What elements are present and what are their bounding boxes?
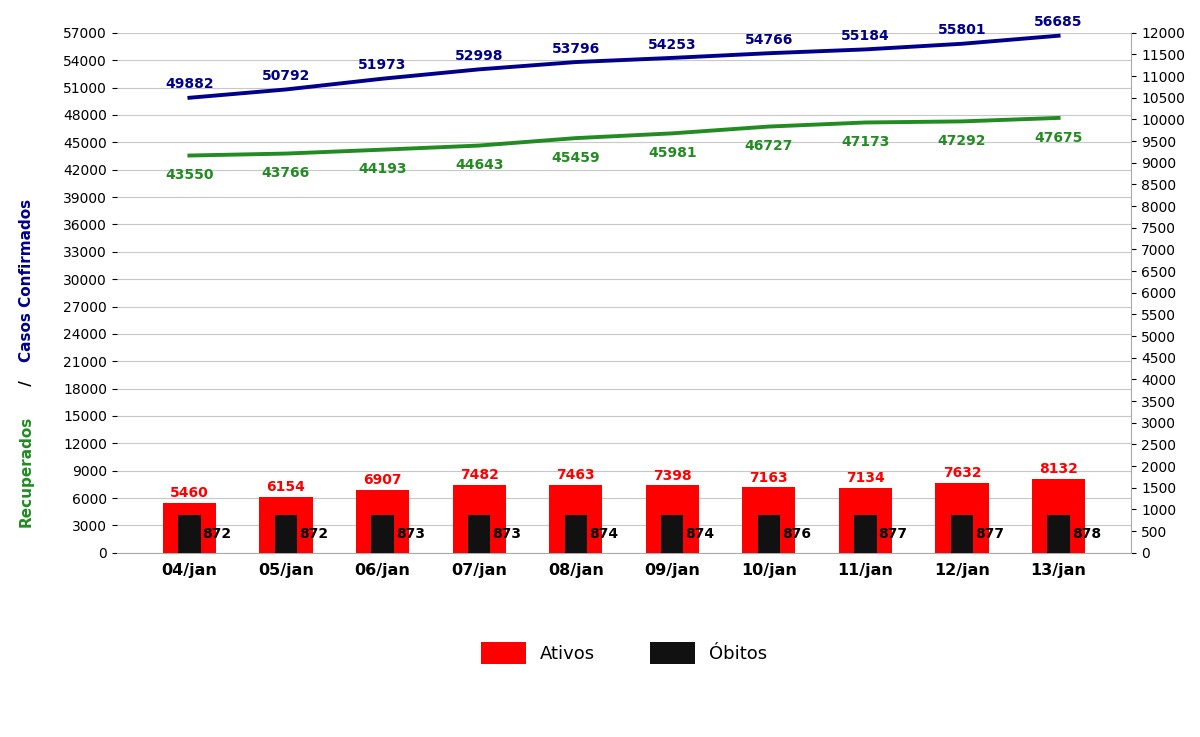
Bar (1032, 478, 1085, 553)
Text: 47675: 47675 (1034, 130, 1082, 144)
Text: 878: 878 (1072, 527, 1100, 541)
Text: 873: 873 (396, 527, 425, 541)
Text: 47173: 47173 (841, 136, 889, 150)
Bar (757, 515, 780, 553)
Bar (854, 515, 877, 553)
Text: 7463: 7463 (557, 468, 595, 482)
Text: 873: 873 (492, 527, 521, 541)
Text: 8132: 8132 (1039, 462, 1078, 476)
Text: Recuperados: Recuperados (19, 416, 34, 527)
Bar (550, 485, 602, 553)
Bar (468, 515, 491, 553)
Text: 50792: 50792 (262, 69, 310, 83)
Text: Casos Confirmados: Casos Confirmados (19, 198, 34, 362)
Bar (371, 515, 394, 553)
Text: /: / (19, 375, 34, 391)
Text: 872: 872 (203, 527, 232, 541)
Text: 53796: 53796 (552, 42, 600, 56)
Text: 5460: 5460 (170, 486, 209, 500)
Bar (179, 515, 200, 553)
Text: 56685: 56685 (1034, 15, 1082, 29)
Text: 44643: 44643 (455, 158, 503, 172)
Text: 7398: 7398 (653, 469, 691, 483)
Text: 54766: 54766 (745, 33, 793, 47)
Text: 874: 874 (685, 527, 714, 541)
Text: 46727: 46727 (745, 139, 793, 153)
Bar (452, 484, 505, 553)
Text: 7163: 7163 (750, 471, 788, 485)
Text: 44193: 44193 (359, 162, 407, 176)
Text: 6907: 6907 (364, 473, 402, 487)
Text: 43766: 43766 (262, 167, 310, 181)
Bar (646, 486, 698, 553)
Text: 876: 876 (782, 527, 811, 541)
Bar (743, 487, 796, 553)
Text: 877: 877 (878, 527, 907, 541)
Bar (564, 515, 587, 553)
Bar (1048, 514, 1069, 553)
Text: 43550: 43550 (166, 168, 214, 182)
Text: 7632: 7632 (943, 467, 982, 481)
Text: 45981: 45981 (648, 146, 697, 160)
Bar (661, 515, 684, 553)
Text: 47292: 47292 (937, 134, 986, 148)
Text: 7134: 7134 (846, 471, 884, 485)
Bar (259, 497, 312, 553)
Text: 52998: 52998 (455, 49, 503, 63)
Text: 45459: 45459 (551, 151, 600, 165)
Text: 7482: 7482 (460, 468, 498, 482)
Text: 55184: 55184 (841, 29, 890, 43)
Text: 49882: 49882 (166, 77, 214, 91)
Text: 51973: 51973 (359, 58, 407, 72)
Text: 874: 874 (589, 527, 618, 541)
Legend: Ativos, Óbitos: Ativos, Óbitos (474, 635, 774, 671)
Bar (163, 503, 216, 553)
Bar (356, 490, 409, 553)
Bar (950, 515, 973, 553)
Bar (275, 515, 298, 553)
Text: 54253: 54253 (648, 38, 697, 52)
Text: 6154: 6154 (266, 480, 306, 494)
Bar (936, 483, 989, 553)
Text: 877: 877 (976, 527, 1004, 541)
Text: 55801: 55801 (937, 24, 986, 38)
Text: 872: 872 (299, 527, 328, 541)
Bar (839, 488, 892, 553)
